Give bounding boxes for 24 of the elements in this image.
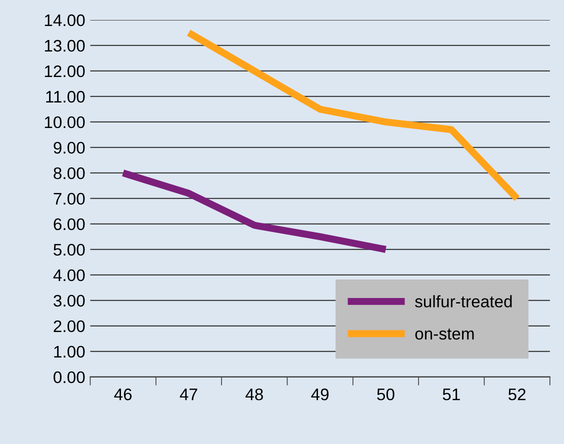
y-tick-label: 3.00 — [54, 294, 85, 307]
x-tick-label: 52 — [508, 388, 526, 400]
legend-label: on-stem — [415, 328, 474, 340]
y-tick-label: 14.00 — [44, 14, 85, 26]
y-tick-label: 7.00 — [54, 192, 85, 205]
y-tick-label: 1.00 — [54, 346, 85, 358]
y-tick-label: 11.00 — [46, 90, 85, 103]
y-tick-label: 6.00 — [54, 218, 85, 230]
x-tick-label: 50 — [377, 388, 394, 400]
y-tick-label: 13.00 — [44, 40, 85, 52]
y-tick-label: 10.00 — [44, 116, 85, 128]
x-tick-label: 48 — [246, 388, 263, 400]
x-tick-label: 46 — [114, 388, 132, 400]
y-tick-label: 5.00 — [54, 244, 85, 256]
y-tick-label: 9.00 — [54, 142, 85, 154]
y-tick-label: 12.00 — [44, 65, 85, 78]
legend-label: sulfur-treated — [415, 295, 512, 308]
y-tick-label: 4.00 — [53, 269, 85, 282]
y-tick-label: 2.00 — [54, 320, 85, 332]
x-tick-label: 51 — [442, 388, 460, 400]
x-tick-label: 49 — [311, 388, 329, 400]
y-tick-label: 0.00 — [54, 371, 85, 384]
x-tick-label: 47 — [180, 388, 198, 400]
y-tick-label: 8.00 — [54, 167, 85, 180]
